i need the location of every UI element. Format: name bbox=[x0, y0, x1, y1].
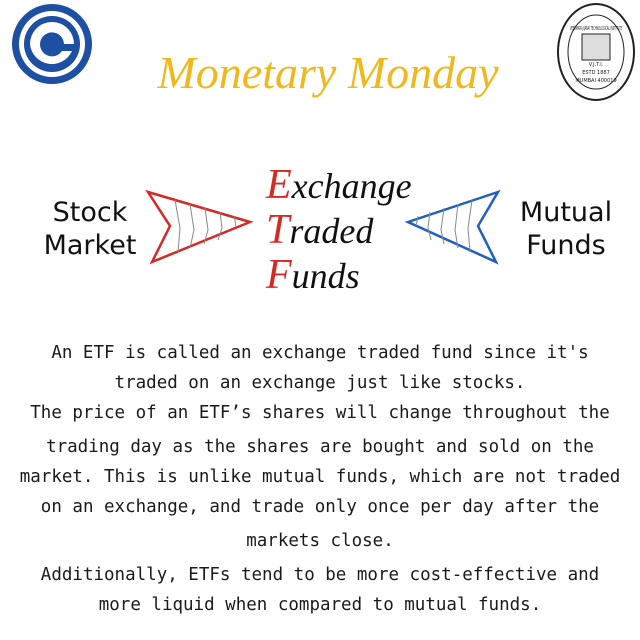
etf-rest: xchange bbox=[291, 166, 412, 206]
logo-established: ESTD 1887 bbox=[582, 70, 610, 76]
etf-initial: T bbox=[266, 207, 292, 253]
title: Monetary Monday bbox=[156, 47, 499, 98]
left-label: Stock bbox=[53, 197, 128, 228]
body-line: trading day as the shares are bought and… bbox=[46, 437, 594, 457]
etf-initial: E bbox=[265, 162, 292, 208]
body-line: on an exchange, and trade only once per … bbox=[41, 497, 599, 517]
body-line: traded on an exchange just like stocks. bbox=[115, 373, 526, 393]
right-logo: VEERMATA JIJABAI TECHNOLOGICAL INSTITUTE… bbox=[557, 3, 635, 101]
etf-rest: raded bbox=[289, 211, 374, 251]
logo-ring: VEERMATA JIJABAI TECHNOLOGICAL INSTITUTE bbox=[570, 26, 622, 32]
right-label: Mutual bbox=[520, 197, 612, 228]
body-line: more liquid when compared to mutual fund… bbox=[99, 595, 542, 615]
body-line: markets close. bbox=[246, 531, 394, 551]
body-line: The price of an ETF’s shares will change… bbox=[30, 403, 609, 423]
etf-initial: F bbox=[265, 252, 292, 298]
logo-city: MUMBAI 400019 bbox=[575, 78, 616, 84]
right-label: Funds bbox=[526, 230, 605, 261]
left-logo bbox=[12, 4, 92, 84]
etf-word: Exchange bbox=[265, 162, 412, 208]
body-line: Additionally, ETFs tend to be more cost-… bbox=[41, 565, 599, 585]
etf-word: Traded bbox=[266, 207, 374, 253]
logo-initials: V.J.T.I. bbox=[589, 62, 604, 68]
body-text: An ETF is called an exchange traded fund… bbox=[20, 343, 621, 615]
left-label: Market bbox=[44, 230, 137, 261]
etf-word: Funds bbox=[265, 252, 360, 298]
body-line: market. This is unlike mutual funds, whi… bbox=[20, 467, 621, 487]
blue-arrow bbox=[404, 189, 501, 265]
body-line: An ETF is called an exchange traded fund… bbox=[51, 343, 588, 363]
etf-rest: unds bbox=[292, 256, 360, 296]
red-arrow bbox=[145, 189, 254, 265]
